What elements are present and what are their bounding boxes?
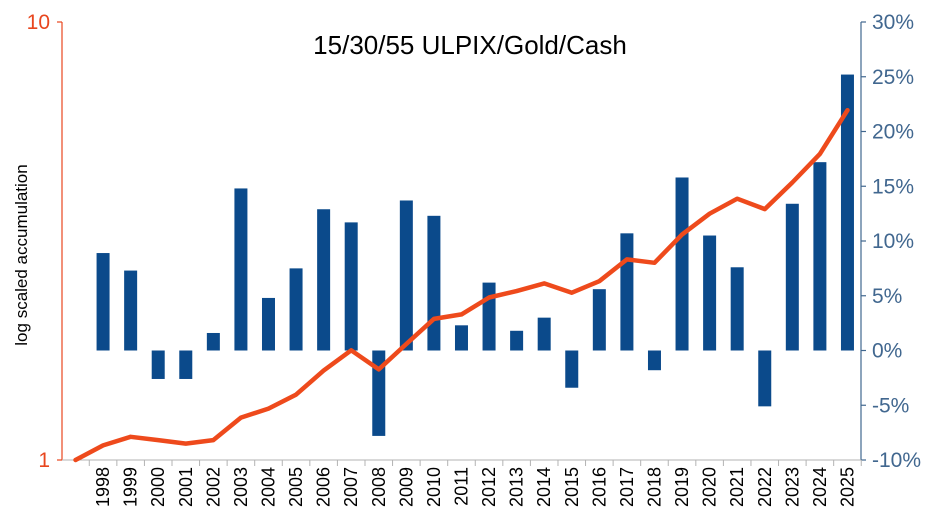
bar-2019 xyxy=(675,177,689,351)
bar-2017 xyxy=(620,233,634,351)
bar-2009 xyxy=(399,200,413,351)
x-tick-label: 2015 xyxy=(562,467,582,507)
line-layer xyxy=(73,107,850,463)
x-tick-label: 2018 xyxy=(644,467,664,507)
right-tick-label: 10% xyxy=(872,230,914,253)
left-tick-label: 1 xyxy=(38,449,50,472)
right-tick-label: 0% xyxy=(872,340,902,363)
right-tick-label: -10% xyxy=(872,449,921,472)
bar-2005 xyxy=(289,268,303,351)
x-tick-label: 2010 xyxy=(424,467,444,507)
axes-layer xyxy=(57,21,866,466)
accumulation-line xyxy=(73,107,850,463)
bar-2022 xyxy=(758,350,772,407)
bar-2004 xyxy=(261,297,275,351)
x-tick-label: 2009 xyxy=(396,467,416,507)
x-tick-label: 2003 xyxy=(231,467,251,507)
x-tick-label: 2000 xyxy=(148,467,168,507)
bar-2018 xyxy=(647,350,661,371)
bar-2007 xyxy=(344,222,358,351)
bar-2003 xyxy=(234,188,248,351)
x-tick-label: 2021 xyxy=(727,467,747,507)
bar-2011 xyxy=(454,325,468,351)
x-tick-label: 2002 xyxy=(203,467,223,507)
x-tick-label: 2004 xyxy=(258,467,278,507)
bar-2023 xyxy=(785,203,799,351)
x-tick-label: 2024 xyxy=(810,467,830,507)
bars-layer xyxy=(96,74,854,436)
x-tick-label: 2006 xyxy=(314,467,334,507)
bar-2014 xyxy=(537,317,551,351)
bar-2006 xyxy=(317,209,331,351)
bar-2024 xyxy=(813,162,827,351)
x-tick-label: 2023 xyxy=(782,467,802,507)
x-tick-label: 2013 xyxy=(507,467,527,507)
x-tick-label: 2020 xyxy=(700,467,720,507)
bar-2015 xyxy=(565,350,579,388)
x-tick-label: 1999 xyxy=(121,467,141,507)
bar-2016 xyxy=(592,289,606,351)
bar-2012 xyxy=(482,282,496,351)
right-tick-label: -5% xyxy=(872,394,909,417)
bar-2013 xyxy=(510,330,524,351)
bar-1998 xyxy=(96,253,110,351)
right-tick-label: 25% xyxy=(872,66,914,89)
x-tick-label: 2019 xyxy=(672,467,692,507)
chart-title: 15/30/55 ULPIX/Gold/Cash xyxy=(313,30,627,60)
right-tick-label: 15% xyxy=(872,175,914,198)
x-tick-label: 2005 xyxy=(286,467,306,507)
left-tick-label: 10 xyxy=(27,11,50,34)
x-tick-label: 2012 xyxy=(479,467,499,507)
right-tick-label: 30% xyxy=(872,11,914,34)
bar-2002 xyxy=(206,332,220,351)
y-axis-label-left: log scaled accumulation xyxy=(12,164,31,345)
x-tick-label: 2017 xyxy=(617,467,637,507)
x-tick-label: 2011 xyxy=(451,467,471,506)
x-tick-label: 2007 xyxy=(341,467,361,507)
x-tick-label: 1998 xyxy=(93,467,113,507)
bar-2008 xyxy=(372,350,386,436)
bar-2000 xyxy=(151,350,165,379)
text-layer: 1 10 -10% -5% 0% 5% 10% 15% 20% 25% 30% 1998 1999 200… xyxy=(27,11,921,507)
x-tick-label: 2022 xyxy=(755,467,775,507)
bar-2010 xyxy=(427,215,441,351)
bar-2021 xyxy=(730,267,744,351)
bar-2001 xyxy=(179,350,193,379)
x-tick-label: 2008 xyxy=(369,467,389,507)
bar-2020 xyxy=(703,235,717,351)
bar-1999 xyxy=(124,270,138,351)
x-tick-label: 2001 xyxy=(176,467,196,507)
right-tick-label: 20% xyxy=(872,121,914,144)
bar-2025 xyxy=(840,74,854,351)
right-tick-label: 5% xyxy=(872,285,902,308)
x-tick-label: 2014 xyxy=(534,467,554,507)
x-tick-label: 2025 xyxy=(837,467,857,507)
x-tick-label: 2016 xyxy=(589,467,609,507)
